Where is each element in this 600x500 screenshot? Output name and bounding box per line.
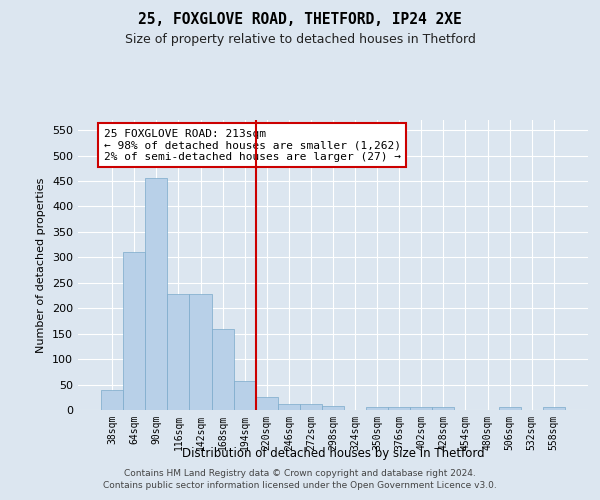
Y-axis label: Number of detached properties: Number of detached properties xyxy=(37,178,46,352)
Bar xyxy=(300,404,322,410)
Bar xyxy=(322,406,344,410)
Text: 25 FOXGLOVE ROAD: 213sqm
← 98% of detached houses are smaller (1,262)
2% of semi: 25 FOXGLOVE ROAD: 213sqm ← 98% of detach… xyxy=(104,128,401,162)
Bar xyxy=(167,294,190,410)
Text: Size of property relative to detached houses in Thetford: Size of property relative to detached ho… xyxy=(125,32,475,46)
Text: Contains HM Land Registry data © Crown copyright and database right 2024.
Contai: Contains HM Land Registry data © Crown c… xyxy=(103,468,497,490)
Bar xyxy=(433,408,454,410)
Bar xyxy=(278,404,300,410)
Bar xyxy=(123,252,145,410)
Bar xyxy=(388,408,410,410)
Bar xyxy=(256,398,278,410)
Bar xyxy=(212,329,233,410)
Bar xyxy=(233,381,256,410)
Bar xyxy=(543,408,565,410)
Bar xyxy=(366,408,388,410)
Bar xyxy=(101,390,123,410)
Bar xyxy=(410,408,433,410)
Text: 25, FOXGLOVE ROAD, THETFORD, IP24 2XE: 25, FOXGLOVE ROAD, THETFORD, IP24 2XE xyxy=(138,12,462,28)
Bar xyxy=(145,178,167,410)
Bar xyxy=(190,294,212,410)
Text: Distribution of detached houses by size in Thetford: Distribution of detached houses by size … xyxy=(182,448,484,460)
Bar xyxy=(499,408,521,410)
